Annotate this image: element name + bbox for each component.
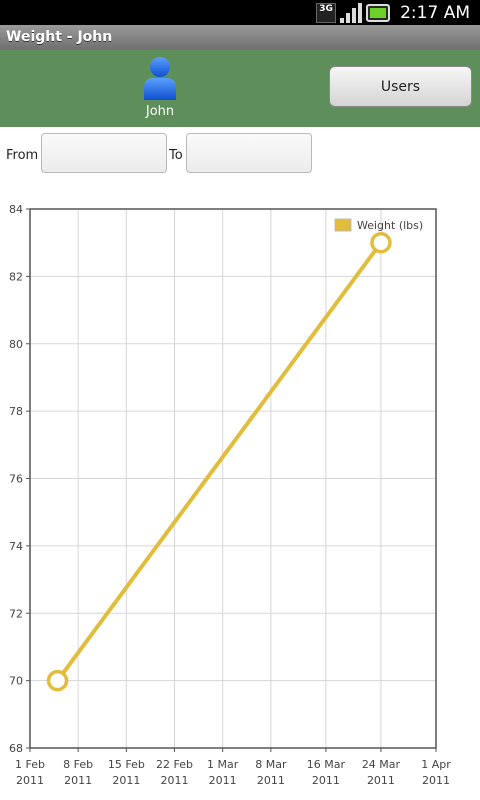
x-tick-label: 8 Mar [255,758,287,771]
to-date-field[interactable] [186,133,312,173]
legend-label: Weight (lbs) [357,219,423,232]
window-title: Weight - John [0,25,480,50]
x-tick-label: 15 Feb [108,758,145,771]
status-bar: 3G 2:17 AM [0,0,480,25]
y-tick-label: 82 [9,270,23,283]
x-tick-label-year: 2011 [257,774,285,787]
y-tick-label: 76 [9,473,23,486]
chart-svg: 68 70 72 74 76 78 80 82 84 1 Feb 2011 8 Feb 2011 15 F… [9,203,451,787]
x-tick-label-year: 2011 [367,774,395,787]
legend-swatch [334,218,352,232]
user-name-label[interactable]: John [145,104,175,119]
data-point [370,231,392,254]
y-tick-label: 80 [9,338,23,351]
network-3g-icon: 3G [316,2,337,23]
user-avatar-icon[interactable] [141,56,179,100]
y-tick-label: 74 [9,540,23,553]
y-tick-label: 72 [9,607,23,620]
x-tick-label: 24 Mar [362,758,401,771]
plot-border [29,208,437,749]
x-tick-label: 8 Feb [63,758,93,771]
x-tick-label: 1 Apr [421,758,451,771]
x-tick-label: 1 Mar [207,758,239,771]
x-tick-label-year: 2011 [209,774,237,787]
x-tick-label-year: 2011 [64,774,92,787]
from-date-field[interactable] [41,133,167,173]
battery-icon [366,3,391,22]
data-point [46,669,69,692]
from-label: From [6,148,39,163]
x-tick-label-year: 2011 [16,774,44,787]
x-tick-label: 16 Mar [307,758,346,771]
status-clock: 2:17 AM [400,2,470,23]
signal-strength-icon [340,2,363,23]
y-tick-label: 84 [9,203,23,216]
status-icons: 3G 2:17 AM [316,0,470,25]
user-header: John Users [0,50,480,127]
x-tick-label: 22 Feb [156,758,193,771]
x-tick-label-year: 2011 [161,774,189,787]
y-tick-label: 68 [9,742,23,755]
series-line [55,240,383,683]
x-tick-label-year: 2011 [112,774,140,787]
weight-chart: 68 70 72 74 76 78 80 82 84 1 Feb 2011 8 Feb 2011 15 F… [0,190,480,800]
x-tick-label: 1 Feb [15,758,45,771]
x-tick-label-year: 2011 [312,774,340,787]
to-label: To [169,148,183,163]
x-tick-label-year: 2011 [422,774,450,787]
date-range-row: From To [0,127,480,185]
y-tick-label: 78 [9,405,23,418]
y-tick-label: 70 [9,675,23,688]
users-button[interactable]: Users [329,66,472,107]
